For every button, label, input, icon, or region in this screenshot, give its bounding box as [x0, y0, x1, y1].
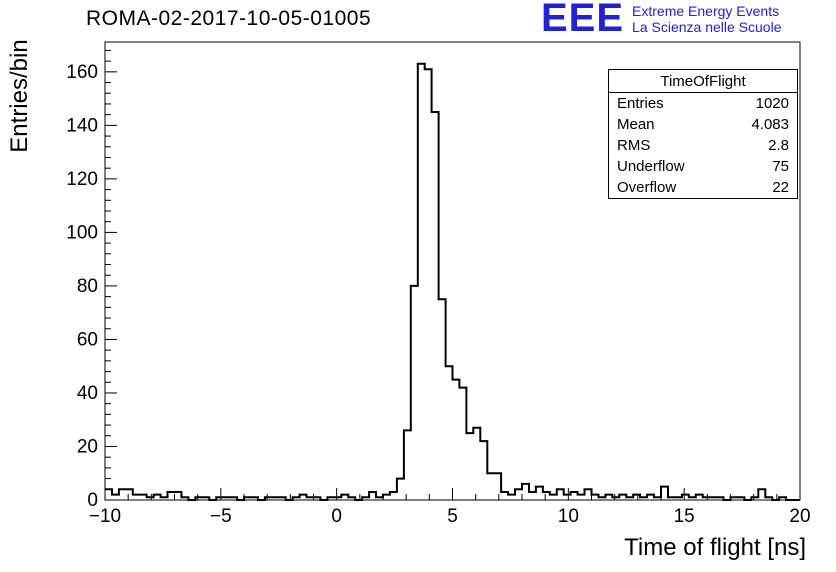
- eee-logo-text: EEE: [541, 0, 625, 40]
- stats-row-label: Overflow: [617, 179, 677, 196]
- stats-row-label: Underflow: [617, 158, 685, 175]
- stats-row-label: RMS: [617, 137, 651, 154]
- x-axis-title: Time of flight [ns]: [624, 534, 806, 561]
- y-tick-label: 100: [66, 222, 98, 243]
- plot-title: ROMA-02-2017-10-05-01005: [86, 7, 372, 30]
- stats-row: Underflow 75: [609, 156, 797, 177]
- stats-row: Overflow 22: [609, 177, 797, 198]
- stats-box: TimeOfFlight Entries 1020 Mean 4.083 RMS 2.8 U…: [608, 69, 798, 199]
- x-tick-label: 15: [674, 506, 695, 527]
- stats-box-rows: Entries 1020 Mean 4.083 RMS 2.8 Underflow 75 Ove…: [609, 93, 797, 198]
- stats-row: Entries 1020: [609, 93, 797, 114]
- x-tick-label: −10: [89, 506, 121, 527]
- stats-row-label: Mean: [617, 116, 655, 133]
- stats-box-title: TimeOfFlight: [609, 70, 797, 93]
- x-tick-label: 10: [558, 506, 579, 527]
- y-tick-label: 140: [66, 115, 98, 136]
- logo-subtitle-line2: La Scienza nelle Scuole: [632, 19, 782, 35]
- y-tick-label: 120: [66, 169, 98, 190]
- x-tick-label: −5: [210, 506, 232, 527]
- histogram-step-line: [105, 62, 800, 501]
- stats-row-value: 4.083: [751, 116, 789, 133]
- stats-row-value: 75: [772, 158, 789, 175]
- stats-row-value: 22: [772, 179, 789, 196]
- x-tick-label: 20: [789, 506, 810, 527]
- stats-row-value: 2.8: [768, 137, 789, 154]
- logo-subtitle-line1: Extreme Energy Events: [632, 3, 780, 19]
- stats-row-label: Entries: [617, 95, 664, 112]
- y-axis-title: Entries/bin: [6, 39, 33, 153]
- x-tick-label: 0: [331, 506, 342, 527]
- y-tick-label: 40: [77, 383, 98, 404]
- stats-row-value: 1020: [755, 95, 789, 112]
- stats-row: Mean 4.083: [609, 114, 797, 135]
- y-tick-label: 60: [77, 329, 98, 350]
- stats-row: RMS 2.8: [609, 135, 797, 156]
- y-tick-label: 80: [77, 276, 98, 297]
- y-tick-label: 160: [66, 62, 98, 83]
- eee-logo-subtitle: Extreme Energy Events La Scienza nelle S…: [632, 3, 781, 35]
- eee-logo: EEE Extreme Energy Events La Scienza nel…: [541, 0, 781, 40]
- x-tick-label: 5: [447, 506, 458, 527]
- y-tick-label: 0: [87, 490, 98, 511]
- y-tick-label: 20: [77, 436, 98, 457]
